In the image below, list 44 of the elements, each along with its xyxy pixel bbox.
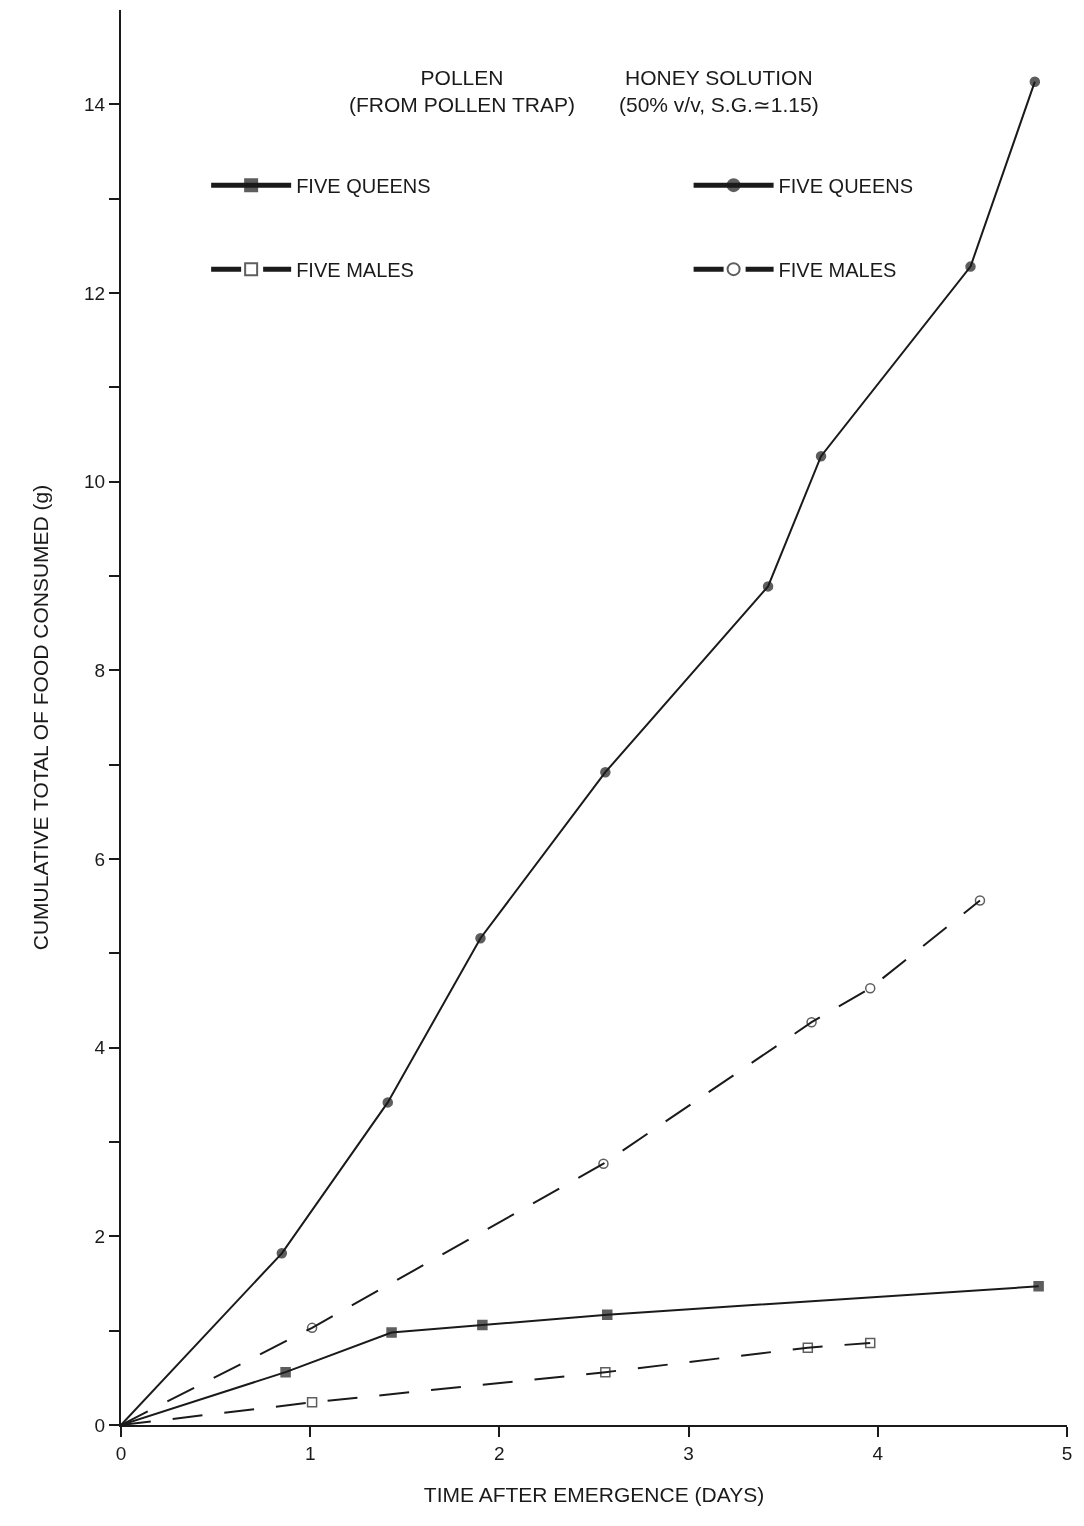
point xyxy=(280,1366,291,1378)
point xyxy=(276,1248,288,1259)
y-tick-label: 14 xyxy=(84,93,106,115)
point xyxy=(386,1327,397,1338)
point xyxy=(815,450,827,462)
x-tick-label: 4 xyxy=(872,1442,884,1464)
point xyxy=(974,895,986,906)
point xyxy=(806,1016,817,1028)
legend-label: FIVE MALES xyxy=(778,258,897,281)
point xyxy=(598,1158,609,1169)
y-tick-label: 10 xyxy=(84,471,106,493)
point xyxy=(1029,76,1041,87)
point xyxy=(306,1322,318,1334)
y-axis-title: CUMULATIVE TOTAL OF FOOD CONSUMED (g) xyxy=(28,484,52,951)
x-tick-label: 1 xyxy=(304,1442,316,1464)
legend-label: FIVE MALES xyxy=(296,258,414,281)
annotation: HONEY SOLUTION (50% v/v, S.G.≃1.15) xyxy=(619,66,819,117)
y-tick-label: 0 xyxy=(94,1414,106,1436)
point xyxy=(802,1342,814,1353)
point xyxy=(306,1397,318,1408)
point xyxy=(382,1097,394,1108)
x-axis-title: TIME AFTER EMERGENCE (DAYS) xyxy=(423,1483,765,1507)
x-tick-label: 2 xyxy=(494,1442,505,1464)
legend-label: FIVE QUEENS xyxy=(296,174,431,197)
point xyxy=(600,1366,611,1378)
y-tick-label: 4 xyxy=(94,1037,106,1059)
point xyxy=(475,932,486,944)
annotation: POLLEN (FROM POLLEN TRAP) xyxy=(349,66,575,117)
y-tick-label: 12 xyxy=(84,282,106,304)
y-tick-label: 6 xyxy=(94,848,106,870)
y-tick-label: 2 xyxy=(94,1225,106,1247)
x-tick-label: 3 xyxy=(683,1442,694,1464)
y-tick-label: 8 xyxy=(94,659,106,681)
point xyxy=(477,1319,488,1331)
point xyxy=(864,1337,876,1349)
point xyxy=(1033,1281,1044,1292)
legend-label: FIVE QUEENS xyxy=(778,174,914,197)
x-tick-label: 0 xyxy=(115,1442,127,1464)
point xyxy=(600,766,611,778)
point xyxy=(601,1309,613,1320)
x-tick-label: 5 xyxy=(1061,1442,1073,1464)
point xyxy=(965,261,976,272)
point xyxy=(864,982,876,994)
point xyxy=(762,581,774,592)
